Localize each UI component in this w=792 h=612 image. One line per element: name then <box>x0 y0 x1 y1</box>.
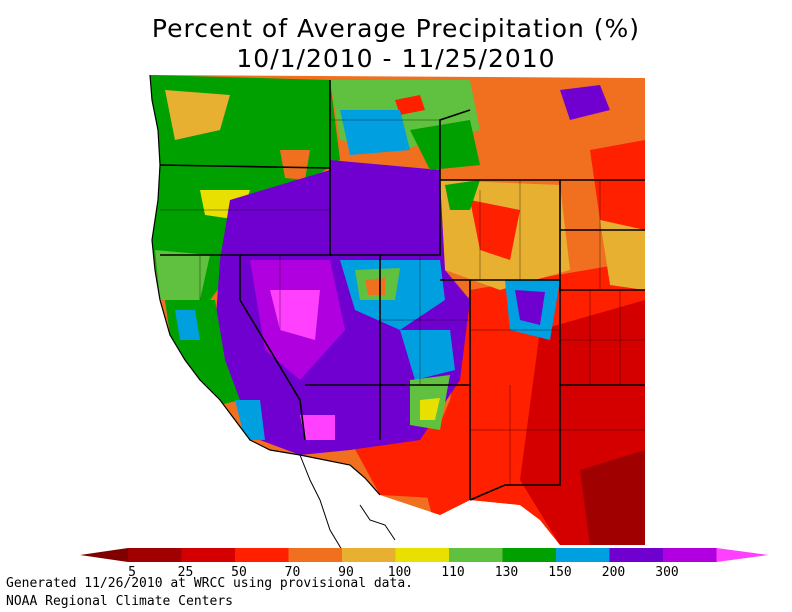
legend-tick-label: 5 <box>128 565 136 580</box>
legend-tick-label: 200 <box>602 565 625 580</box>
legend-swatch <box>609 548 663 562</box>
legend-swatch <box>235 548 289 562</box>
legend-tick-label: 150 <box>548 565 571 580</box>
map-date-range: 10/1/2010 - 11/25/2010 <box>236 44 556 73</box>
footer-source: NOAA Regional Climate Centers <box>6 594 233 609</box>
legend-tick-label: 70 <box>285 565 301 580</box>
legend-swatch <box>128 548 182 562</box>
legend-tick-label: 130 <box>495 565 518 580</box>
color-legend: 5 25 50 70 90 100 110 130 150 200 300 <box>80 548 769 580</box>
gulf-coast <box>359 504 396 541</box>
county-borders <box>160 119 645 485</box>
baja-coast <box>299 454 346 556</box>
legend-tick-label: 50 <box>231 565 247 580</box>
legend-tick-label: 300 <box>655 565 678 580</box>
footer-generated: Generated 11/26/2010 at WRCC using provi… <box>6 576 413 591</box>
legend-swatch <box>663 548 717 562</box>
legend-high-arrow <box>716 548 769 562</box>
legend-tick-label: 110 <box>441 565 464 580</box>
legend-swatch <box>395 548 449 562</box>
legend-tick-label: 90 <box>338 565 354 580</box>
legend-tick-label: 25 <box>178 565 194 580</box>
legend-swatch <box>502 548 556 562</box>
legend-swatch <box>342 548 396 562</box>
legend-swatch <box>181 548 235 562</box>
map-title: Percent of Average Precipitation (%) <box>151 14 641 43</box>
legend-tick-label: 100 <box>388 565 411 580</box>
legend-low-arrow <box>80 548 128 562</box>
precipitation-map <box>149 74 645 556</box>
legend-swatch <box>449 548 503 562</box>
legend-swatch <box>288 548 342 562</box>
precip-fill <box>150 75 645 545</box>
legend-swatch <box>556 548 610 562</box>
state-borders <box>159 80 645 501</box>
